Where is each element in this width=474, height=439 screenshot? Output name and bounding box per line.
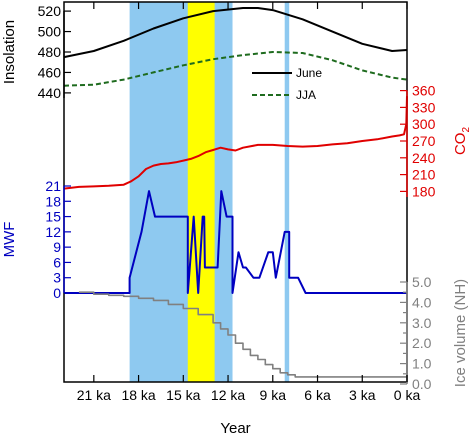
- legend: June JJA: [252, 66, 322, 102]
- tick-label-insolation-2: 480: [38, 44, 62, 60]
- axis-title-sub-co2: 2: [461, 127, 472, 133]
- axis-title-text-insolation: Insolation: [1, 20, 18, 84]
- tick-label-mwf-0: 0: [53, 285, 61, 301]
- band-blue-0: [129, 2, 233, 382]
- tick-label-mwf-3: 9: [53, 239, 61, 255]
- x-tick-label-5: 6 ka: [304, 387, 331, 403]
- x-tick-label-2: 15 ka: [166, 387, 200, 403]
- legend-label-0: June: [296, 66, 322, 80]
- tick-label-ice-8: 4.0: [412, 294, 432, 310]
- tick-label-co2-3: 270: [412, 133, 436, 149]
- x-tick-label-6: 3 ka: [349, 387, 376, 403]
- tick-label-mwf-4: 12: [45, 224, 61, 240]
- tick-label-insolation-0: 440: [38, 85, 62, 101]
- series-insolation-0: [63, 7, 408, 59]
- plot-frame: [63, 1, 408, 383]
- band-blue-2: [284, 2, 290, 382]
- tick-label-ice-6: 3.0: [412, 315, 432, 331]
- tick-label-mwf-7: 21: [45, 178, 61, 194]
- x-tick-label-4: 9 ka: [260, 387, 287, 403]
- tick-label-ice-2: 1.0: [412, 356, 432, 372]
- tick-label-co2-1: 210: [412, 167, 436, 183]
- tick-label-insolation-1: 460: [38, 64, 62, 80]
- tick-label-mwf-2: 6: [53, 254, 61, 270]
- time-bands: [129, 2, 290, 382]
- series-insolation-1: [63, 51, 408, 87]
- tick-label-ice-4: 2.0: [412, 335, 432, 351]
- axis-title-ice: Ice volume (NH): [452, 279, 469, 387]
- series-layer: [63, 7, 408, 378]
- legend-label-1: JJA: [296, 88, 316, 102]
- tick-label-co2-5: 330: [412, 99, 436, 115]
- tick-label-ice-10: 5.0: [412, 274, 432, 290]
- series-ice-0: [78, 291, 407, 378]
- axis-title-co2: CO2: [452, 127, 472, 156]
- series-co2-0: [63, 96, 408, 190]
- x-tick-label-0: 21 ka: [77, 387, 111, 403]
- axis-title-text-mwf: MWF: [1, 222, 18, 258]
- x-axis-title: Year: [220, 420, 250, 437]
- tick-label-mwf-5: 15: [45, 209, 61, 225]
- tick-label-mwf-1: 3: [53, 270, 61, 286]
- axis-title-mwf: MWF: [1, 222, 18, 258]
- x-tick-label-7: 0 ka: [394, 387, 421, 403]
- tick-label-co2-4: 300: [412, 116, 436, 132]
- tick-label-insolation-4: 520: [38, 3, 62, 19]
- tick-label-co2-2: 240: [412, 150, 436, 166]
- tick-label-mwf-6: 18: [45, 193, 61, 209]
- x-tick-label-3: 12 ka: [211, 387, 245, 403]
- band-yellow-1: [187, 2, 215, 382]
- tick-label-insolation-3: 500: [38, 24, 62, 40]
- series-mwf-0: [64, 190, 407, 294]
- axis-title-text-co2: CO: [452, 133, 469, 156]
- tick-label-co2-0: 180: [412, 183, 436, 199]
- tick-label-co2-6: 360: [412, 83, 436, 99]
- axis-title-text-ice: Ice volume (NH): [452, 279, 469, 387]
- axis-title-insolation: Insolation: [1, 20, 18, 84]
- x-tick-label-1: 18 ka: [121, 387, 155, 403]
- plot-border: [63, 1, 408, 383]
- tick-label-ice-0: 0.0: [412, 376, 432, 392]
